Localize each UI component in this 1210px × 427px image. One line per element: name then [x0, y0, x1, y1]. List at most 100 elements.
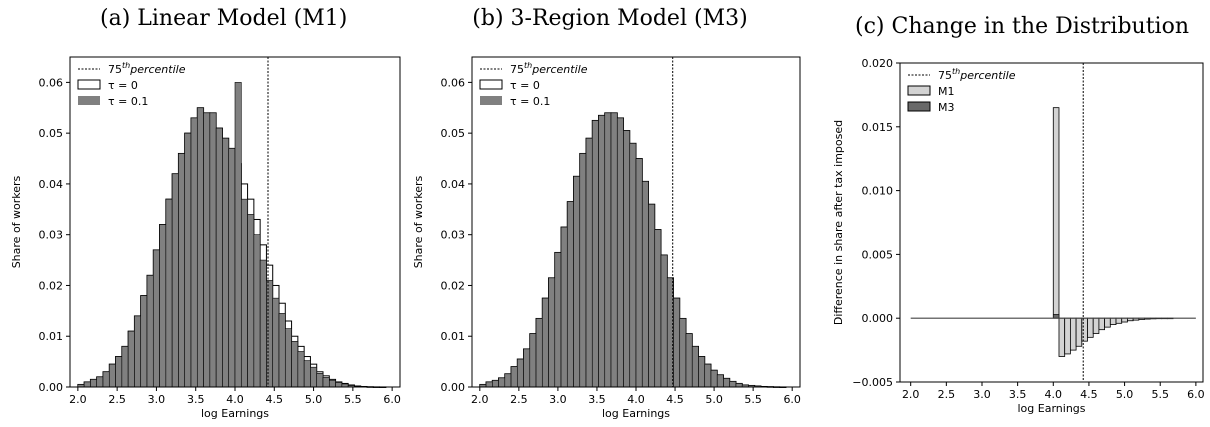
bar-1-1-10 — [541, 297, 549, 388]
y-tick-label: 0.03 — [39, 229, 64, 242]
bar-1-1-25 — [635, 158, 643, 388]
y-tick-label: 0.000 — [862, 312, 894, 325]
bar-0-1-31 — [272, 297, 280, 388]
bar-1-1-6 — [516, 358, 524, 388]
x-tick-label: 5.5 — [344, 393, 362, 406]
bar-0-1-29 — [259, 259, 267, 388]
x-tick-label: 5.5 — [744, 393, 762, 406]
bar-2-0-30 — [1081, 317, 1088, 342]
bar-1-1-35 — [698, 356, 706, 388]
y-axis-label: Difference in share after tax imposed — [832, 120, 845, 325]
legend-swatch-1 — [480, 96, 502, 105]
y-tick-label: 0.06 — [441, 76, 466, 89]
bar-2-0-34 — [1104, 317, 1111, 328]
bar-0-1-6 — [115, 356, 123, 388]
bar-0-1-32 — [278, 313, 286, 388]
bar-0-1-10 — [140, 295, 148, 388]
bar-1-1-9 — [535, 318, 543, 388]
y-axis-label: Share of workers — [10, 175, 23, 268]
x-tick-label: 2.5 — [108, 393, 126, 406]
bar-1-1-26 — [641, 181, 649, 388]
bar-1-1-27 — [648, 203, 656, 388]
bar-1-1-40 — [729, 381, 737, 388]
x-tick-label: 5.0 — [305, 393, 323, 406]
bar-2-0-35 — [1109, 317, 1117, 325]
bar-2-0-32 — [1092, 317, 1100, 334]
bar-1-1-7 — [523, 348, 531, 388]
x-tick-label: 3.0 — [973, 388, 991, 401]
x-tick-label: 2.5 — [510, 393, 528, 406]
bar-0-1-5 — [108, 363, 116, 388]
bar-0-1-9 — [134, 315, 142, 388]
bar-1-1-19 — [598, 115, 606, 388]
x-tick-label: 2.0 — [471, 393, 489, 406]
x-tick-label: 3.5 — [588, 393, 606, 406]
legend-percentile-label: 75thpercentile — [938, 67, 1016, 82]
bar-1-1-20 — [604, 112, 612, 388]
bar-1-1-24 — [629, 143, 637, 388]
x-tick-label: 5.0 — [705, 393, 723, 406]
y-tick-label: 0.06 — [39, 76, 64, 89]
legend-percentile-label: 75thpercentile — [108, 61, 186, 76]
bar-2-0-33 — [1098, 317, 1106, 331]
chart-panel-1: 2.0 2.5 3.0 3.5 4.0 4.5 5.0 5.5 6.0 0.00 0.01 0.02 0… — [412, 56, 801, 420]
y-tick-label: 0.04 — [39, 178, 64, 191]
bar-1-1-38 — [716, 374, 724, 388]
y-tick-label: 0.02 — [39, 279, 64, 292]
x-tick-label: 6.0 — [1187, 388, 1205, 401]
y-tick-label: 0.01 — [441, 330, 466, 343]
x-tick-label: 3.5 — [187, 393, 205, 406]
bar-1-1-3 — [498, 377, 506, 388]
bar-1-1-28 — [654, 229, 662, 388]
bar-1-1-22 — [616, 117, 624, 388]
bar-0-1-30 — [266, 280, 274, 388]
bar-0-1-38 — [316, 372, 324, 388]
bar-1-1-37 — [710, 369, 718, 388]
x-tick-label: 2.5 — [938, 388, 956, 401]
x-tick-label: 5.5 — [1151, 388, 1169, 401]
bar-0-1-23 — [222, 137, 230, 388]
bar-1-1-33 — [685, 333, 693, 388]
bar-1-1-41 — [735, 383, 743, 388]
bar-1-1-2 — [492, 380, 499, 388]
y-tick-label: 0.03 — [441, 229, 466, 242]
x-tick-label: 2.0 — [902, 388, 920, 401]
bar-1-1-39 — [723, 378, 731, 388]
legend-swatch-1 — [78, 96, 100, 105]
x-tick-label: 4.5 — [1080, 388, 1098, 401]
bar-1-1-1 — [485, 381, 493, 388]
x-tick-label: 4.5 — [266, 393, 284, 406]
legend-percentile-label: 75thpercentile — [510, 61, 588, 76]
bar-1-1-32 — [679, 318, 687, 388]
bar-1-1-30 — [666, 277, 674, 388]
bar-0-1-20 — [203, 112, 211, 388]
bar-0-1-12 — [152, 249, 160, 388]
bar-0-1-3 — [96, 376, 104, 388]
x-axis-label: log Earnings — [1018, 402, 1086, 415]
bar-0-1-17 — [184, 132, 192, 388]
bar-0-1-2 — [90, 379, 98, 388]
y-tick-label: 0.015 — [862, 121, 894, 134]
bar-0-1-16 — [178, 153, 186, 388]
bar-0-1-4 — [102, 371, 110, 388]
y-tick-label: 0.05 — [441, 127, 466, 140]
bar-0-1-39 — [322, 377, 330, 388]
bar-0-1-40 — [328, 380, 336, 388]
bar-0-1-28 — [253, 234, 261, 388]
bar-0-1-41 — [335, 382, 343, 388]
legend-series-label-1: M3 — [938, 101, 955, 114]
bar-0-1-26 — [240, 198, 248, 388]
x-tick-label: 3.0 — [148, 393, 166, 406]
legend-series-label-1: τ = 0.1 — [108, 95, 148, 108]
legend-swatch-0 — [77, 79, 101, 90]
bar-1-1-12 — [554, 252, 562, 388]
y-tick-label: 0.02 — [441, 279, 466, 292]
bar-0-1-27 — [247, 214, 255, 388]
bar-0-1-25 — [234, 82, 242, 388]
bar-1-1-18 — [591, 120, 599, 388]
bar-0-1-19 — [196, 107, 204, 388]
bar-2-0-27 — [1064, 317, 1071, 355]
y-tick-label: 0.010 — [862, 185, 894, 198]
x-tick-label: 4.0 — [226, 393, 244, 406]
